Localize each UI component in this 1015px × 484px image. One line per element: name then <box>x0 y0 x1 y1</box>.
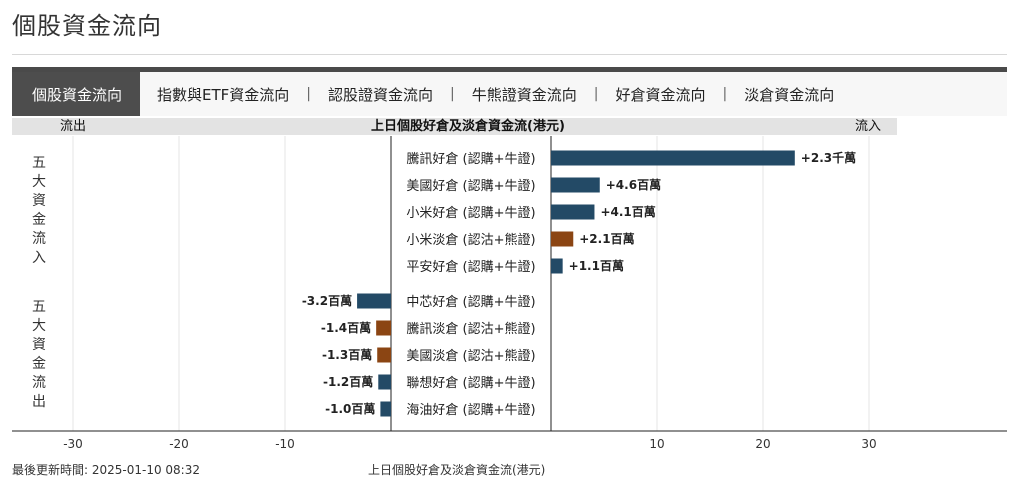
bar-category-label: 中芯好倉 (認購+牛證) <box>406 294 535 310</box>
bar-category-label: 美國淡倉 (認沽+熊證) <box>406 348 535 364</box>
bar <box>357 293 391 309</box>
bar-category-label: 海油好倉 (認購+牛證) <box>406 402 535 418</box>
chart-header-spacer <box>897 118 1007 135</box>
bar <box>551 177 600 193</box>
bar <box>551 204 595 220</box>
bar <box>376 320 391 336</box>
outflow-header: 流出 <box>60 119 87 134</box>
chart-header-title: 上日個股好倉及淡倉資金流(港元) <box>371 119 565 134</box>
bar-value-label: +1.1百萬 <box>569 258 624 273</box>
tab-cbbc-flow[interactable]: 牛熊證資金流向 <box>471 85 577 104</box>
chart-header-strip <box>12 118 897 135</box>
bar-category-label: 聯想好倉 (認購+牛證) <box>406 375 535 391</box>
title-divider <box>12 54 1007 55</box>
bar <box>380 401 391 417</box>
bar-value-label: -1.0百萬 <box>325 401 375 416</box>
bar-value-label: +4.1百萬 <box>600 204 655 219</box>
bar-value-label: +2.3千萬 <box>801 150 856 165</box>
outflow-group-label: 五大資金流出 <box>32 299 46 410</box>
bar-category-label: 小米淡倉 (認沽+熊證) <box>406 232 535 248</box>
x-tick-label: -20 <box>169 437 189 451</box>
bar <box>551 231 574 247</box>
bar-value-label: -1.4百萬 <box>321 320 371 335</box>
tab-separator: | <box>306 86 312 102</box>
bar-category-label: 美國好倉 (認購+牛證) <box>406 178 535 194</box>
tab-separator: | <box>722 86 728 102</box>
footer-caption: 上日個股好倉及淡倉資金流(港元) <box>368 463 546 477</box>
last-updated: 最後更新時間: 2025-01-10 08:32 <box>12 463 200 477</box>
x-tick-label: 30 <box>861 437 876 451</box>
x-tick-label: -30 <box>63 437 83 451</box>
bar-category-label: 騰訊好倉 (認購+牛證) <box>406 151 535 167</box>
inflow-header: 流入 <box>855 119 882 134</box>
category-label-box <box>391 136 551 431</box>
bar-category-label: 平安好倉 (認購+牛證) <box>406 259 535 275</box>
bar <box>551 258 563 274</box>
tab-warrant-flow[interactable]: 認股證資金流向 <box>328 85 434 104</box>
bar-category-label: 小米好倉 (認購+牛證) <box>406 205 535 221</box>
tab-stock-flow[interactable]: 個股資金流向 <box>12 72 141 116</box>
tab-index-etf-flow[interactable]: 指數與ETF資金流向 <box>157 85 290 104</box>
bar-value-label: -1.3百萬 <box>322 347 372 362</box>
tab-bar: 個股資金流向 指數與ETF資金流向 | 認股證資金流向 | 牛熊證資金流向 | … <box>12 67 1007 116</box>
bar-category-label: 騰訊淡倉 (認沽+熊證) <box>406 321 535 337</box>
bar <box>378 374 391 390</box>
bar-value-label: +4.6百萬 <box>606 177 661 192</box>
x-tick-label: 10 <box>649 437 664 451</box>
x-tick-label: 20 <box>755 437 770 451</box>
page-title: 個股資金流向 <box>12 12 162 40</box>
x-tick-label: -10 <box>275 437 295 451</box>
tab-separator: | <box>450 86 455 102</box>
inflow-group-label: 五大資金流入 <box>32 155 46 266</box>
bar <box>551 150 795 166</box>
tab-long-flow[interactable]: 好倉資金流向 <box>615 85 706 104</box>
bar-value-label: +2.1百萬 <box>579 231 634 246</box>
bar <box>377 347 391 363</box>
tab-short-flow[interactable]: 淡倉資金流向 <box>744 85 835 104</box>
bar-value-label: -1.2百萬 <box>323 374 373 389</box>
tab-separator: | <box>593 86 599 102</box>
bar-value-label: -3.2百萬 <box>302 293 352 308</box>
